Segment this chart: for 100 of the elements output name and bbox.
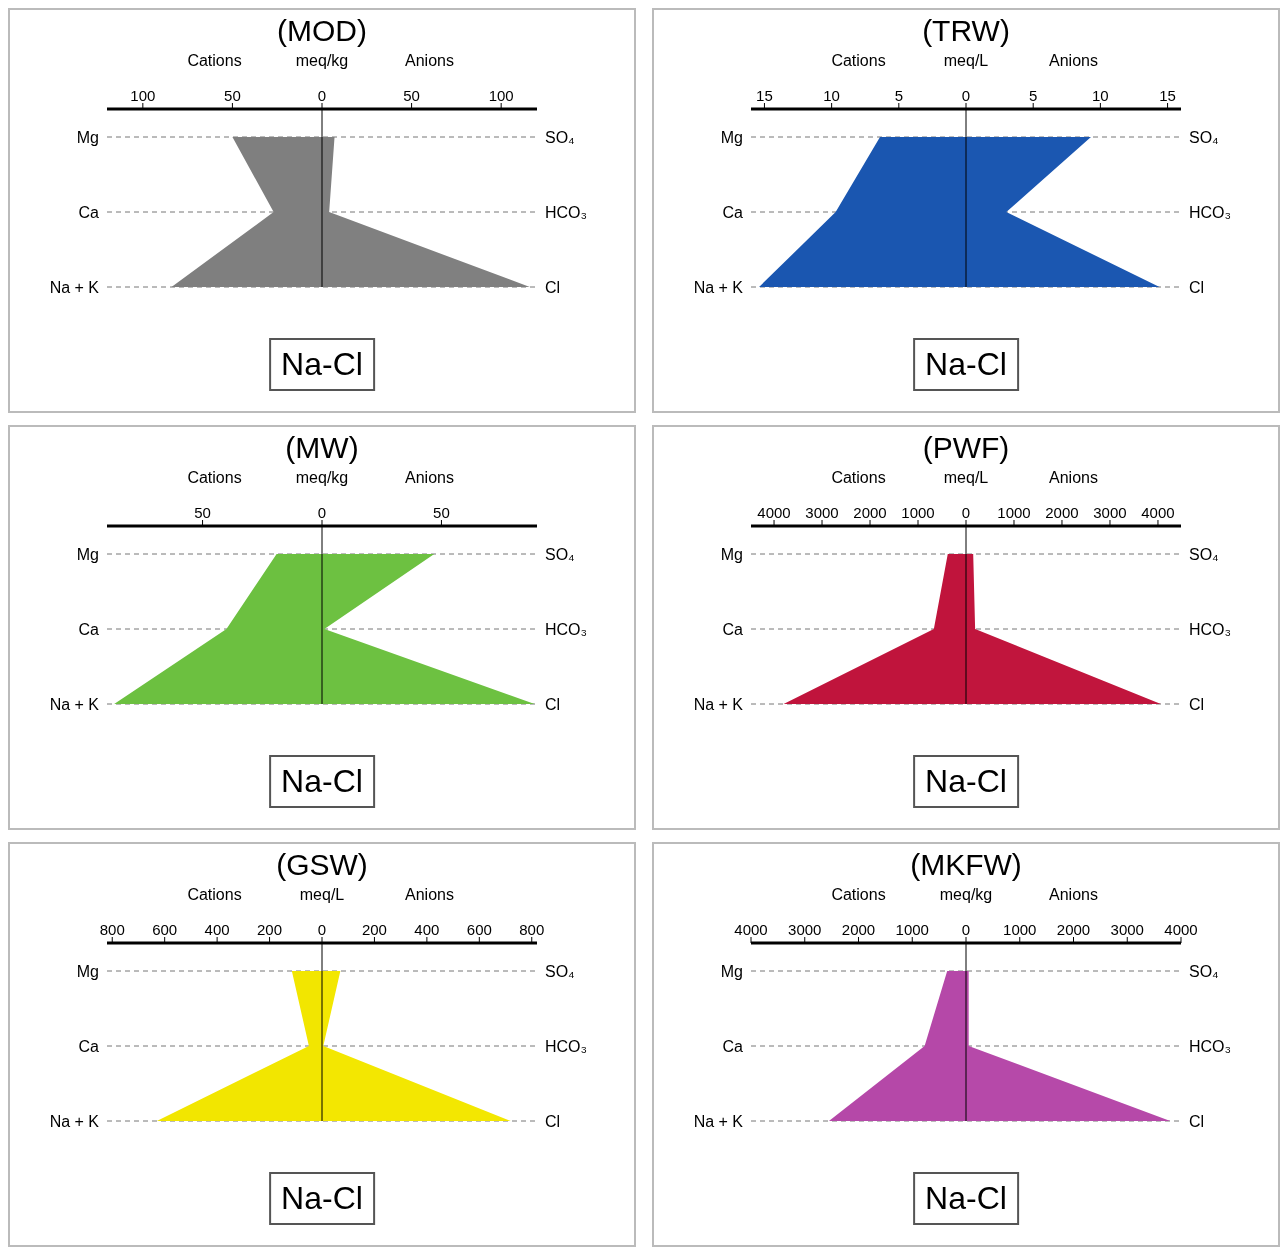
y-tick-label: Mg — [720, 128, 743, 146]
y2-tick-label: Cl — [545, 278, 561, 296]
x-tick-label: 0 — [961, 504, 971, 521]
x-tick-label: 2000 — [1045, 504, 1079, 521]
text: Anions — [405, 469, 454, 487]
y-tick-label: Ca — [722, 203, 744, 221]
y-tick-label: Na + K — [693, 278, 744, 296]
x-axis-title: meq/kg — [295, 52, 349, 70]
y-tick-label: Na + K — [49, 695, 100, 713]
chart-title: (TRW) — [921, 14, 1011, 49]
x-tick-label: 2000 — [841, 921, 876, 938]
chart-title: (GSW) — [275, 848, 369, 883]
x-axis-title: meq/L — [943, 52, 989, 70]
x-tick-label: 200 — [257, 921, 283, 938]
y-tick-label: Na + K — [693, 695, 744, 713]
y2-tick-label: Cl — [1189, 1112, 1205, 1130]
x-axis-title: meq/L — [299, 886, 345, 904]
chart-title: (MW) — [284, 431, 360, 466]
x-axis-title: meq/L — [943, 469, 989, 487]
y-tick-label: Mg — [720, 962, 743, 980]
x-tick-label: 1000 — [1003, 921, 1037, 938]
x-tick-label: 400 — [204, 921, 230, 938]
x-tick-label: 50 — [433, 504, 450, 521]
x-tick-label: 200 — [361, 921, 387, 938]
y-tick-label: Na + K — [49, 1112, 100, 1130]
y2-tick-label: Cl — [1189, 695, 1205, 713]
x-tick-label: 10 — [823, 87, 840, 104]
y-tick-label: Mg — [720, 545, 743, 563]
y2-tick-label: HCO₃ — [1189, 620, 1232, 638]
x-tick-label: 50 — [194, 504, 211, 521]
text: Anions — [405, 886, 454, 904]
text: Anions — [405, 52, 454, 70]
y-tick-label: Mg — [76, 962, 99, 980]
x-tick-label: 15 — [756, 87, 773, 104]
x-tick-label: 100 — [488, 87, 514, 104]
y-tick-label: Mg — [76, 545, 99, 563]
x-tick-label: 50 — [224, 87, 241, 104]
x-tick-label: 4000 — [734, 921, 768, 938]
x-tick-label: 600 — [466, 921, 492, 938]
text: Na-Cl — [269, 755, 375, 808]
y2-tick-label: Cl — [545, 1112, 561, 1130]
x-tick-label: 15 — [1159, 87, 1176, 104]
x-tick-label: 0 — [317, 504, 327, 521]
text: Anions — [1049, 469, 1098, 487]
x-tick-label: 800 — [99, 921, 125, 938]
y2-tick-label: HCO₃ — [545, 203, 588, 221]
x-tick-label: 1000 — [895, 921, 929, 938]
y-tick-label: Ca — [78, 203, 100, 221]
text: Na-Cl — [269, 1172, 375, 1225]
y2-tick-label: HCO₃ — [1189, 203, 1232, 221]
x-tick-label: 0 — [317, 921, 327, 938]
text: Cations — [187, 469, 242, 487]
x-tick-label: 1000 — [901, 504, 935, 521]
text: Na-Cl — [913, 1172, 1019, 1225]
text: Cations — [831, 886, 886, 904]
y-tick-label: Ca — [722, 1037, 744, 1055]
text: Cations — [831, 52, 886, 70]
x-tick-label: 4000 — [1164, 921, 1198, 938]
y2-tick-label: Cl — [545, 695, 561, 713]
x-tick-label: 100 — [130, 87, 156, 104]
x-tick-label: 3000 — [1093, 504, 1127, 521]
y2-tick-label: SO₄ — [545, 962, 575, 980]
y2-tick-label: HCO₃ — [1189, 1037, 1232, 1055]
y2-tick-label: SO₄ — [545, 545, 575, 563]
y2-tick-label: HCO₃ — [545, 1037, 588, 1055]
x-tick-label: 0 — [961, 87, 971, 104]
y-tick-label: Ca — [722, 620, 744, 638]
y2-tick-label: SO₄ — [1189, 128, 1219, 146]
y2-tick-label: SO₄ — [1189, 962, 1219, 980]
text: Anions — [1049, 886, 1098, 904]
x-tick-label: 3000 — [788, 921, 822, 938]
x-tick-label: 5 — [1029, 87, 1038, 104]
x-tick-label: 4000 — [757, 504, 791, 521]
text: Anions — [1049, 52, 1098, 70]
text: Na-Cl — [913, 338, 1019, 391]
y2-tick-label: SO₄ — [1189, 545, 1219, 563]
chart-title: (PWF) — [921, 431, 1011, 466]
y-tick-label: Na + K — [693, 1112, 744, 1130]
x-tick-label: 800 — [519, 921, 545, 938]
x-tick-label: 3000 — [805, 504, 839, 521]
chart-title: (MOD) — [276, 14, 368, 49]
x-tick-label: 0 — [961, 921, 971, 938]
x-tick-label: 3000 — [1110, 921, 1144, 938]
y-tick-label: Mg — [76, 128, 99, 146]
y2-tick-label: SO₄ — [545, 128, 575, 146]
x-tick-label: 2000 — [853, 504, 887, 521]
x-axis-title: meq/kg — [295, 469, 349, 487]
x-tick-label: 5 — [894, 87, 903, 104]
y2-tick-label: Cl — [1189, 278, 1205, 296]
y-tick-label: Ca — [78, 1037, 100, 1055]
text: Cations — [187, 52, 242, 70]
x-axis-title: meq/kg — [939, 886, 993, 904]
y2-tick-label: HCO₃ — [545, 620, 588, 638]
y-tick-label: Na + K — [49, 278, 100, 296]
text: Na-Cl — [269, 338, 375, 391]
text: Cations — [831, 469, 886, 487]
x-tick-label: 50 — [403, 87, 420, 104]
chart-title: (MKFW) — [909, 848, 1023, 883]
x-tick-label: 400 — [414, 921, 440, 938]
x-tick-label: 4000 — [1141, 504, 1175, 521]
